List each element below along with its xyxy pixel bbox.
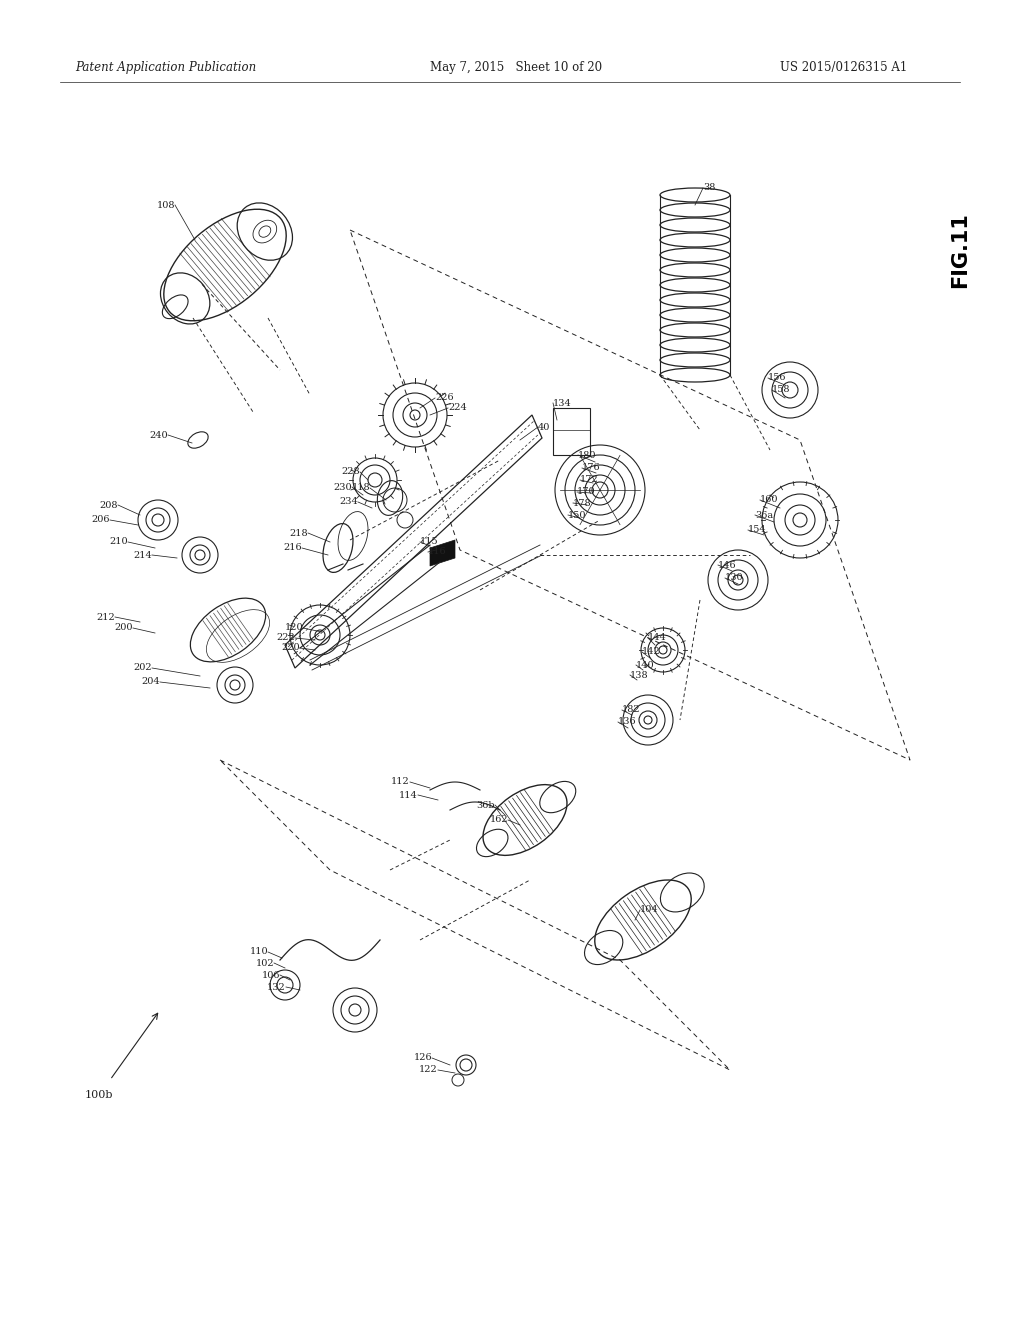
Text: 130: 130 [725, 573, 743, 582]
Text: Patent Application Publication: Patent Application Publication [75, 62, 256, 74]
Text: 38: 38 [702, 183, 714, 193]
Text: 216: 216 [283, 544, 302, 553]
Text: 180: 180 [578, 450, 596, 459]
Text: 172: 172 [580, 475, 598, 484]
Text: 162: 162 [489, 816, 507, 825]
Text: 106: 106 [261, 970, 280, 979]
Text: 150: 150 [568, 511, 586, 520]
Text: 154: 154 [747, 525, 766, 535]
Text: 122: 122 [419, 1065, 437, 1074]
Text: 228: 228 [341, 467, 360, 477]
Text: 218: 218 [289, 528, 308, 537]
Text: 115: 115 [420, 537, 438, 546]
Text: 224: 224 [447, 404, 467, 412]
Text: 212: 212 [96, 612, 115, 622]
Text: 206: 206 [92, 516, 110, 524]
Text: 170: 170 [577, 487, 595, 496]
Text: 114: 114 [398, 791, 418, 800]
Text: 204: 204 [142, 677, 160, 686]
Text: 144: 144 [647, 634, 666, 643]
Text: 102: 102 [255, 958, 274, 968]
Text: 214: 214 [133, 550, 152, 560]
Text: 234: 234 [339, 498, 358, 507]
Text: 138: 138 [630, 671, 648, 680]
Text: 140: 140 [636, 660, 654, 669]
Text: 208: 208 [100, 500, 118, 510]
Text: 36a: 36a [754, 511, 772, 520]
Text: 220: 220 [281, 644, 300, 652]
Text: 146: 146 [717, 561, 736, 569]
Text: 134: 134 [552, 399, 572, 408]
Polygon shape [430, 540, 454, 566]
Text: 160: 160 [759, 495, 777, 504]
Text: 142: 142 [641, 648, 660, 656]
Text: 110: 110 [249, 948, 268, 957]
Text: 104: 104 [639, 906, 658, 915]
Text: 178: 178 [573, 499, 591, 507]
Text: 176: 176 [582, 463, 600, 473]
Text: 112: 112 [391, 777, 410, 787]
Text: 222: 222 [276, 634, 294, 643]
Text: FIG.11: FIG.11 [949, 213, 969, 288]
Text: 116: 116 [428, 548, 446, 557]
Text: US 2015/0126315 A1: US 2015/0126315 A1 [780, 62, 906, 74]
Text: 158: 158 [771, 385, 790, 395]
Text: 136: 136 [618, 718, 636, 726]
Text: 200: 200 [114, 623, 132, 632]
Text: 202: 202 [133, 664, 152, 672]
Text: 132: 132 [267, 982, 285, 991]
Text: 126: 126 [413, 1053, 432, 1063]
Text: 120: 120 [284, 623, 303, 632]
Text: 36b: 36b [476, 800, 494, 809]
Text: 118: 118 [351, 483, 370, 492]
Text: May 7, 2015   Sheet 10 of 20: May 7, 2015 Sheet 10 of 20 [430, 62, 601, 74]
Text: 182: 182 [622, 705, 640, 714]
Text: 230: 230 [333, 483, 352, 491]
Text: 210: 210 [109, 537, 127, 546]
Text: 240: 240 [149, 430, 168, 440]
Text: 100b: 100b [85, 1090, 113, 1100]
Text: 40: 40 [537, 422, 550, 432]
Text: 156: 156 [767, 374, 786, 383]
Text: 108: 108 [156, 201, 175, 210]
Text: 226: 226 [434, 393, 453, 403]
